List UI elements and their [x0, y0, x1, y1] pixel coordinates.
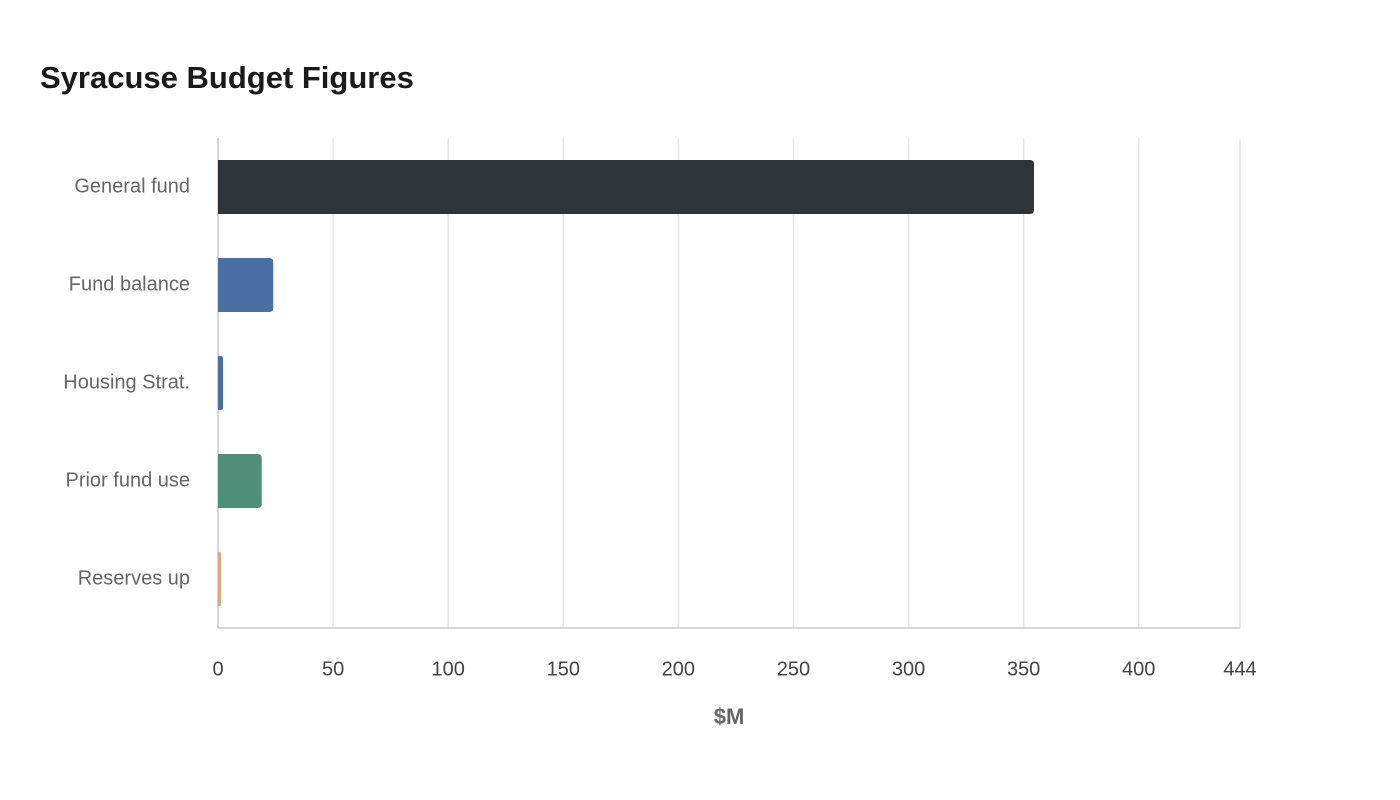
- x-tick-label: 150: [547, 658, 580, 680]
- x-tick-label: 444: [1223, 658, 1256, 680]
- bar: [218, 454, 262, 508]
- y-tick-label: Housing Strat.: [63, 371, 190, 393]
- x-tick-label: 0: [212, 658, 223, 680]
- y-tick-label: Fund balance: [69, 273, 190, 295]
- x-tick-label: 50: [322, 658, 344, 680]
- y-tick-label: Reserves up: [78, 567, 190, 589]
- y-tick-label: Prior fund use: [65, 469, 190, 491]
- y-tick-label: General fund: [74, 175, 190, 197]
- bar: [218, 258, 274, 312]
- bar: [218, 552, 221, 606]
- bar: [218, 356, 224, 410]
- x-tick-label: 350: [1007, 658, 1040, 680]
- x-tick-label: 400: [1122, 658, 1155, 680]
- chart-title: Syracuse Budget Figures: [40, 60, 414, 95]
- x-tick-label: 200: [662, 658, 695, 680]
- x-tick-label: 100: [431, 658, 464, 680]
- x-tick-label: 300: [892, 658, 925, 680]
- bar: [218, 160, 1034, 214]
- x-tick-label: 250: [777, 658, 810, 680]
- x-axis-title: $M: [714, 704, 745, 729]
